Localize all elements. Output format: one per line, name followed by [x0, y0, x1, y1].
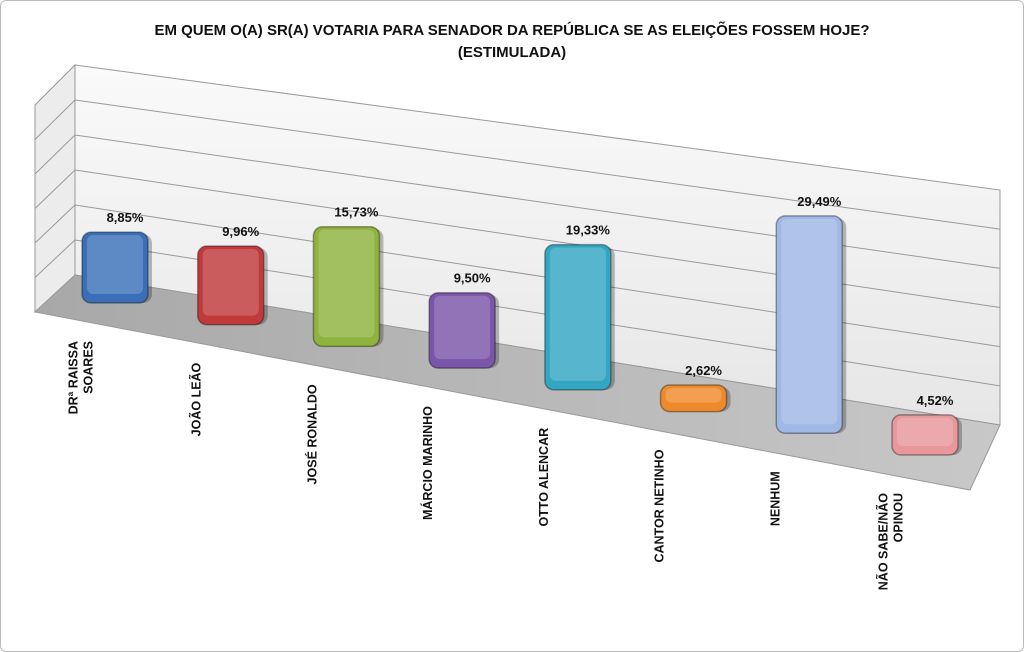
bar-group: 8,85%: [81, 210, 152, 304]
data-label: 29,49%: [797, 194, 842, 209]
gridline: [34, 239, 76, 278]
category-label: DRª RAISSA: [67, 341, 81, 414]
bar-highlight: [434, 295, 491, 360]
category-label: JOÃO LEÃO: [189, 362, 204, 436]
bar-group: 9,96%: [196, 224, 268, 326]
bar-highlight: [665, 387, 722, 403]
bar: [659, 384, 728, 413]
chart-title-line: EM QUEM O(A) SR(A) VOTARIA PARA SENADOR …: [154, 22, 870, 39]
bar: [428, 291, 496, 369]
bar-highlight: [87, 235, 143, 294]
category-label: SOARES: [82, 341, 96, 394]
gridline: [34, 204, 76, 244]
chart-floor: [33, 274, 1001, 491]
category-label: MÁRCIO MARINHO: [420, 406, 435, 520]
side-wall: [34, 63, 76, 314]
bar: [775, 215, 844, 435]
bar: [312, 225, 381, 348]
category-label: NÃO SABE/NÃO: [876, 493, 891, 591]
gridline: [34, 99, 76, 140]
data-label: 9,96%: [222, 224, 259, 239]
bar-group: 2,62%: [659, 363, 731, 413]
bar-highlight: [202, 248, 259, 316]
data-label: 9,50%: [454, 271, 491, 286]
bar-group: 19,33%: [544, 223, 615, 391]
chart-subtitle: (ESTIMULADA): [457, 44, 567, 61]
bar-group: 4,52%: [891, 393, 962, 456]
bar-group: 29,49%: [775, 194, 847, 435]
category-label: JOSÉ RONALDO: [304, 384, 319, 484]
bar-highlight: [549, 247, 606, 381]
gridline: [74, 134, 1001, 269]
bar-highlight: [897, 417, 953, 446]
data-label: 19,33%: [566, 223, 611, 238]
gridline: [74, 99, 1001, 230]
category-label: OTTO ALENCAR: [537, 428, 551, 527]
category-label: OPINOU: [892, 493, 906, 542]
data-label: 15,73%: [334, 205, 379, 220]
data-label: 4,52%: [917, 393, 954, 408]
category-label: NENHUM: [768, 471, 782, 526]
bar-group: 9,50%: [428, 271, 500, 369]
bar-highlight: [781, 218, 838, 425]
bar: [196, 245, 265, 326]
bar-highlight: [318, 229, 375, 338]
chart-title: EM QUEM O(A) SR(A) VOTARIA PARA SENADOR …: [0, 20, 1024, 64]
bar: [891, 414, 959, 456]
bar: [544, 243, 612, 391]
bar: [81, 231, 149, 304]
gridline: [74, 169, 1001, 308]
gridline: [74, 204, 1001, 348]
data-label: 2,62%: [685, 363, 722, 378]
gridline: [34, 169, 76, 209]
category-label: CANTOR NETINHO: [653, 449, 667, 562]
bar-group: 15,73%: [312, 205, 384, 348]
gridline: [34, 134, 76, 175]
data-label: 8,85%: [107, 210, 144, 225]
